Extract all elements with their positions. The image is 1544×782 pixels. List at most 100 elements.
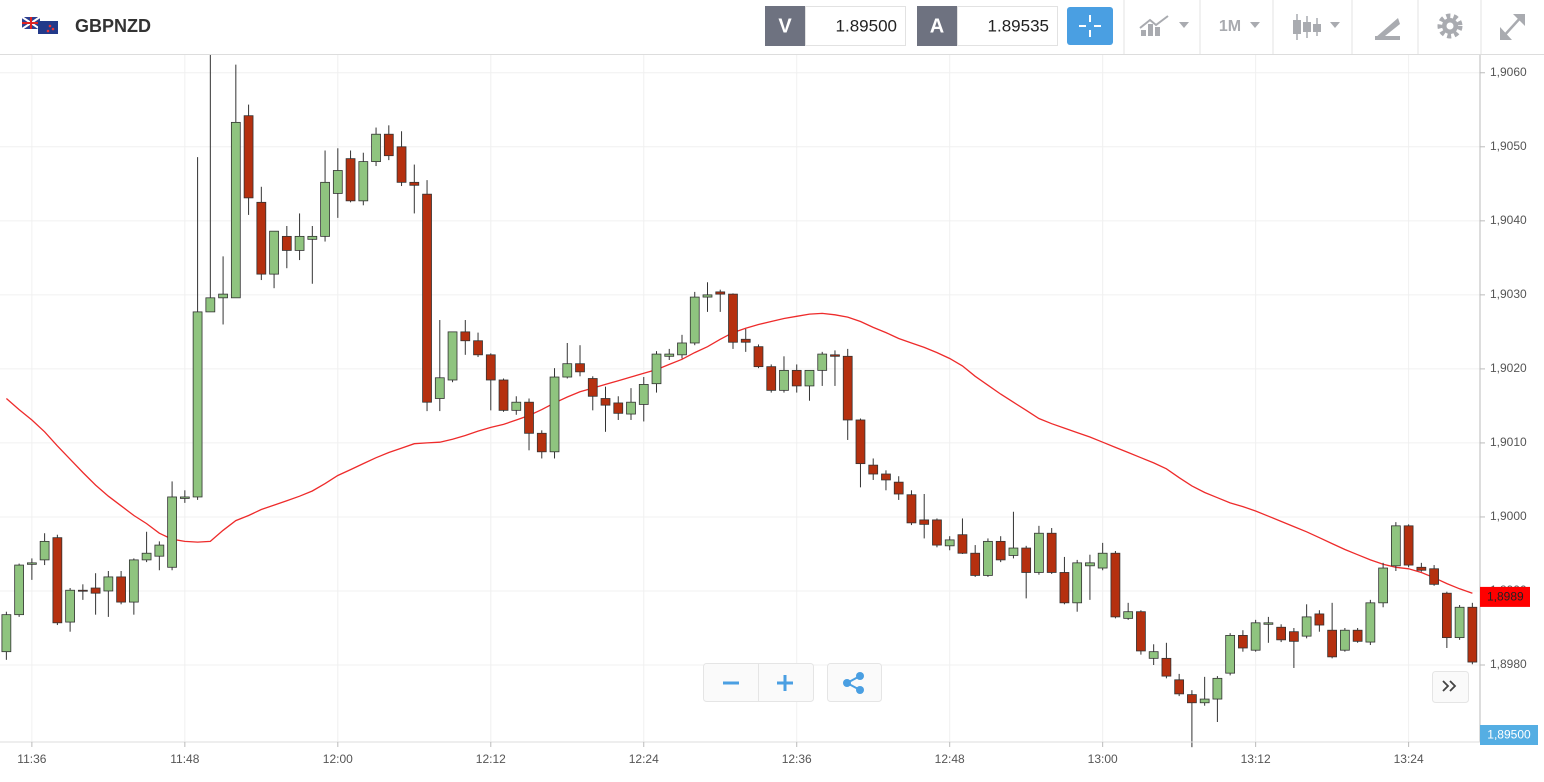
fullscreen-button[interactable] bbox=[1500, 14, 1525, 40]
buy-price-box[interactable] bbox=[957, 6, 1058, 46]
toolbar-separators bbox=[1123, 0, 1482, 54]
candle-body bbox=[842, 355, 853, 421]
candle-body bbox=[1136, 611, 1146, 652]
candle-body bbox=[332, 170, 343, 194]
axis-layer: 1,89801,89901,90001,90101,90201,90301,90… bbox=[0, 55, 1527, 766]
candle-body bbox=[893, 481, 904, 495]
timeframe[interactable]: 1M bbox=[1219, 18, 1241, 35]
candle-body bbox=[14, 564, 24, 616]
scroll-end-box[interactable] bbox=[1432, 671, 1469, 703]
candle-body bbox=[868, 464, 879, 475]
candle-body bbox=[422, 193, 432, 403]
y-tick-label: 1,8980 bbox=[1490, 657, 1527, 671]
candle-body bbox=[1289, 631, 1299, 642]
candle-body bbox=[1238, 634, 1248, 649]
candle-body bbox=[779, 369, 789, 391]
candle-type-button[interactable] bbox=[1293, 14, 1340, 40]
sell-button[interactable] bbox=[765, 6, 805, 46]
y-tick-label: 1,9000 bbox=[1490, 509, 1527, 523]
candle-body bbox=[766, 366, 777, 391]
flag-icon bbox=[21, 16, 58, 34]
y-tick-label: 1,9020 bbox=[1490, 361, 1527, 375]
candle-body bbox=[957, 534, 968, 554]
candle-body bbox=[473, 340, 483, 356]
candle-body bbox=[1199, 698, 1210, 704]
candle-body bbox=[855, 419, 866, 465]
candle-body bbox=[141, 552, 152, 561]
candle-body bbox=[970, 552, 981, 576]
last-price-label: 1,8989 bbox=[1487, 590, 1524, 604]
scroll-end-button[interactable] bbox=[1442, 680, 1457, 692]
share-button[interactable] bbox=[843, 672, 864, 694]
chart-type-button[interactable] bbox=[1139, 15, 1189, 36]
candle-body bbox=[575, 363, 585, 373]
candle-body bbox=[1174, 679, 1185, 695]
sell-price-box[interactable] bbox=[805, 6, 906, 46]
candle-body bbox=[1454, 606, 1465, 639]
ma-layer bbox=[5, 312, 1473, 594]
candle-body bbox=[983, 540, 993, 576]
candle-body bbox=[753, 346, 764, 368]
candle-body bbox=[613, 402, 624, 414]
candle-body bbox=[396, 146, 407, 183]
candle-body bbox=[562, 363, 573, 378]
candle-body bbox=[1212, 677, 1223, 700]
sell-label[interactable]: V bbox=[778, 15, 792, 37]
candle-body bbox=[90, 587, 101, 594]
candle-body bbox=[77, 589, 88, 592]
candle-body bbox=[281, 235, 292, 251]
candle-body bbox=[447, 331, 458, 381]
x-tick-label: 11:36 bbox=[17, 752, 46, 766]
candle-body bbox=[1059, 572, 1070, 604]
last-price-tag bbox=[1480, 586, 1530, 607]
candle-body bbox=[677, 342, 687, 356]
settings-button[interactable] bbox=[1437, 13, 1463, 39]
y-tick-label: 1,9040 bbox=[1490, 213, 1527, 227]
candle-body bbox=[664, 353, 675, 357]
symbol: GBPNZD bbox=[75, 16, 151, 36]
candle-body bbox=[1046, 532, 1057, 573]
zoom-in[interactable] bbox=[777, 675, 793, 691]
candle-body bbox=[1250, 622, 1261, 651]
candle-body bbox=[371, 133, 381, 163]
candle-body bbox=[1340, 629, 1350, 651]
buy-price[interactable]: 1.89535 bbox=[988, 16, 1049, 35]
candle-body bbox=[1416, 566, 1427, 571]
x-tick-label: 13:12 bbox=[1241, 752, 1271, 766]
candle-body bbox=[65, 589, 75, 623]
candle-body bbox=[536, 432, 547, 453]
crosshair-button[interactable] bbox=[1067, 7, 1113, 45]
candle-body bbox=[27, 562, 37, 565]
bottom-tag: 1,89500 bbox=[1487, 728, 1531, 742]
candle-body bbox=[52, 537, 63, 624]
y-tick-label: 1,9060 bbox=[1490, 65, 1527, 79]
candle-body bbox=[498, 379, 509, 411]
candle-body bbox=[600, 398, 611, 406]
buy-button[interactable] bbox=[917, 6, 957, 46]
candle-body bbox=[307, 235, 318, 240]
toolbar: GBPNZD V 1.89500 A 1.89535 1M bbox=[0, 0, 1544, 55]
candle-body bbox=[1378, 567, 1388, 604]
x-tick-label: 13:24 bbox=[1394, 752, 1424, 766]
candle-body bbox=[358, 161, 369, 202]
share-box[interactable] bbox=[827, 663, 882, 702]
candle-body bbox=[256, 201, 267, 275]
candle-body bbox=[485, 354, 496, 381]
candle-body bbox=[1161, 657, 1172, 677]
candle-body bbox=[1008, 547, 1019, 556]
candle-body bbox=[128, 559, 139, 603]
candle-body bbox=[715, 291, 726, 295]
candle-body bbox=[230, 121, 241, 299]
candle-body bbox=[103, 576, 114, 592]
candle-body bbox=[167, 496, 177, 568]
candle-body bbox=[626, 401, 636, 415]
x-tick-label: 12:48 bbox=[935, 752, 965, 766]
tag-layer: 1,89500 1,8989 bbox=[1480, 586, 1538, 745]
candle-body bbox=[1314, 613, 1325, 626]
candle-body bbox=[1429, 568, 1439, 585]
buy-label[interactable]: A bbox=[930, 15, 944, 37]
sell-price[interactable]: 1.89500 bbox=[836, 16, 897, 35]
drawing-button[interactable] bbox=[1375, 18, 1400, 40]
timeframe-caret[interactable] bbox=[1250, 22, 1260, 28]
